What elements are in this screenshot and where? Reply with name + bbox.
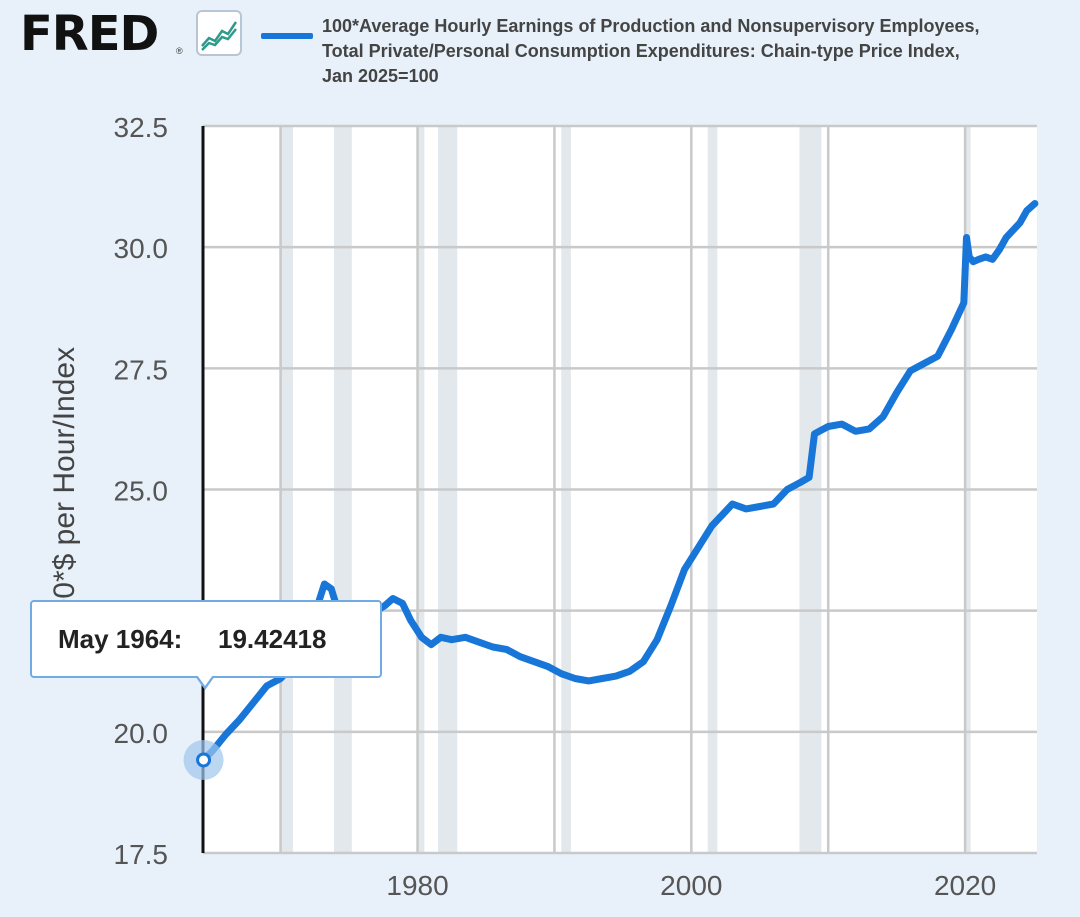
y-tick-label: 20.0 (114, 718, 169, 749)
y-tick-label: 30.0 (114, 233, 169, 264)
tooltip-pointer-fill (197, 675, 213, 686)
y-tick-label: 25.0 (114, 476, 169, 507)
legend-line-1: 100*Average Hourly Earnings of Productio… (322, 16, 980, 36)
trend-line-icon[interactable] (196, 10, 242, 56)
y-axis-label: 100*$ per Hour/Index (48, 347, 81, 632)
y-tick-label: 27.5 (114, 354, 169, 385)
tooltip-value: 19.42418 (218, 624, 327, 654)
x-tick-label: 2000 (660, 870, 722, 901)
y-tick-label: 17.5 (114, 839, 169, 870)
hover-marker-point (196, 752, 212, 768)
x-tick-label: 2020 (934, 870, 996, 901)
legend-swatch (261, 33, 313, 39)
registered-mark: ® (176, 46, 183, 56)
chart-header: FRED ® 100*Average Hourly Earnings of Pr… (0, 0, 1080, 100)
legend-line-2: Total Private/Personal Consumption Expen… (322, 41, 960, 61)
tooltip-date: May 1964: (58, 624, 183, 654)
fred-logo[interactable]: FRED (20, 6, 159, 62)
legend-line-3: Jan 2025=100 (322, 66, 439, 86)
tooltip: May 1964: 19.42418 (30, 600, 382, 678)
y-tick-label: 32.5 (114, 112, 169, 143)
legend-label: 100*Average Hourly Earnings of Productio… (322, 14, 1062, 89)
x-tick-label: 1980 (386, 870, 448, 901)
